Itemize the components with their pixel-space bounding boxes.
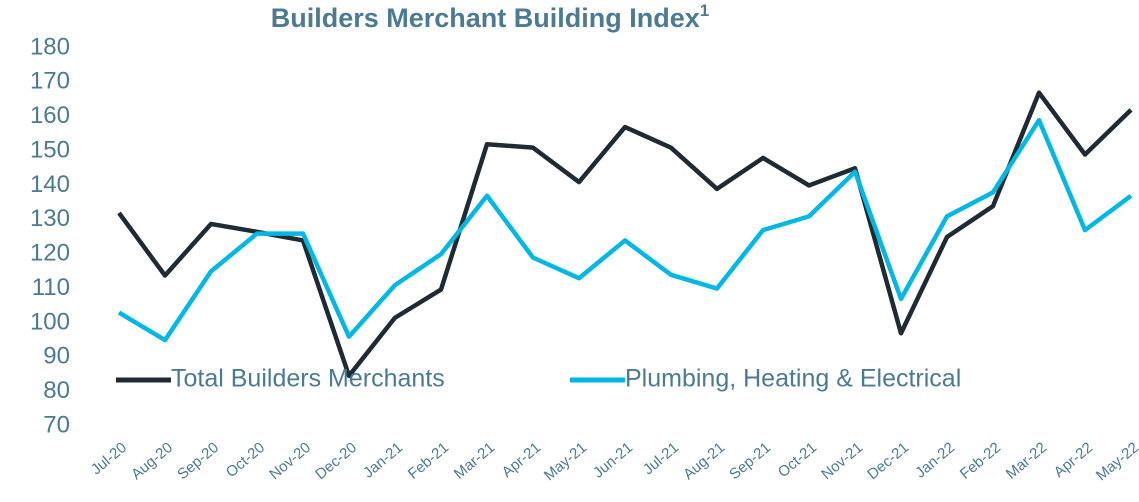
title-text: Builders Merchant Building Index bbox=[271, 3, 700, 33]
x-tick-label: Mar-22 bbox=[1003, 439, 1050, 483]
x-tick-label: Nov-20 bbox=[266, 439, 314, 483]
y-tick-label: 80 bbox=[43, 377, 70, 404]
x-tick-label: Apr-21 bbox=[499, 439, 544, 481]
x-tick-label: Jul-20 bbox=[88, 439, 130, 478]
x-tick-label: Aug-20 bbox=[128, 439, 176, 483]
x-tick-label: Jun-21 bbox=[590, 439, 636, 482]
title-superscript: 1 bbox=[700, 1, 709, 20]
x-tick-label: Oct-21 bbox=[775, 439, 820, 481]
x-tick-label: May-22 bbox=[1093, 439, 1139, 484]
x-tick-label: Sep-21 bbox=[726, 439, 774, 483]
y-tick-label: 140 bbox=[30, 171, 70, 198]
x-tick-label: Mar-21 bbox=[451, 439, 498, 483]
legend-label: Plumbing, Heating & Electrical bbox=[625, 365, 961, 393]
y-tick-label: 150 bbox=[30, 136, 70, 163]
x-tick-label: Jan-21 bbox=[360, 439, 406, 482]
x-tick-label: Jul-21 bbox=[640, 439, 682, 478]
legend-label: Total Builders Merchants bbox=[171, 365, 445, 393]
chart-title: Builders Merchant Building Index1 bbox=[271, 1, 710, 33]
series-line bbox=[117, 117, 1133, 343]
series-line bbox=[117, 90, 1133, 379]
x-tick-label: Oct-20 bbox=[223, 439, 268, 481]
x-tick-label: Aug-21 bbox=[680, 439, 728, 483]
y-tick-label: 120 bbox=[30, 240, 70, 267]
x-tick-label: Sep-20 bbox=[174, 439, 222, 483]
y-tick-label: 180 bbox=[30, 33, 70, 60]
y-tick-label: 160 bbox=[30, 102, 70, 129]
x-tick-label: Dec-21 bbox=[864, 439, 912, 483]
y-tick-label: 130 bbox=[30, 205, 70, 232]
x-tick-label: Feb-21 bbox=[405, 439, 452, 483]
x-tick-label: Feb-22 bbox=[957, 439, 1004, 483]
y-tick-label: 100 bbox=[30, 308, 70, 335]
y-tick-label: 90 bbox=[43, 343, 70, 370]
y-tick-label: 170 bbox=[30, 68, 70, 95]
y-tick-label: 70 bbox=[43, 411, 70, 438]
y-tick-label: 110 bbox=[32, 274, 70, 301]
x-tick-label: Dec-20 bbox=[312, 439, 360, 483]
x-tick-label: May-21 bbox=[541, 439, 590, 484]
x-tick-label: Nov-21 bbox=[818, 439, 866, 483]
x-tick-label: Jan-22 bbox=[912, 439, 958, 482]
x-tick-label: Apr-22 bbox=[1051, 439, 1096, 481]
